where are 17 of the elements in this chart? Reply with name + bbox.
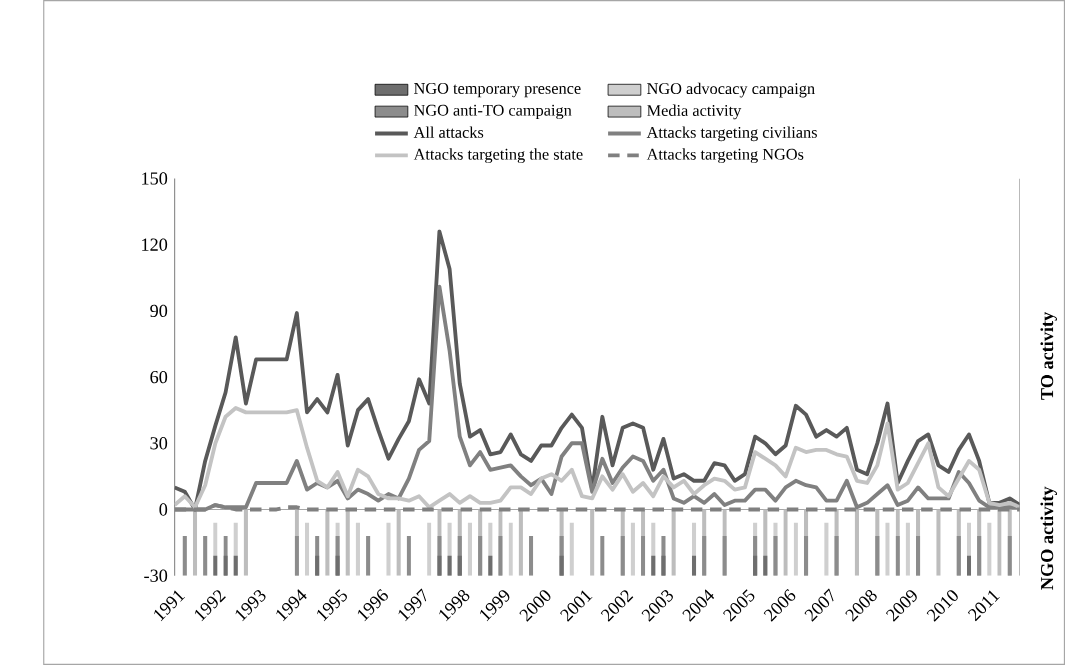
legend-label: Attacks targeting the state [413,148,583,164]
legend-label: NGO anti-TO campaign [414,104,572,120]
legend-label: Attacks targeting NGOs [646,148,804,164]
legend-label: All attacks [413,126,484,138]
legend-label: Attacks targeting civilians [646,126,817,142]
text: NGO activity [1040,486,1057,590]
y-tick-label: 90 [150,304,168,318]
y-tick-label: 0 [159,503,168,516]
text: TO activity [1040,312,1057,400]
legend-label: NGO advocacy campaign [647,82,815,98]
y-tick-label: -30 [144,569,168,582]
y-tick-label: 120 [142,238,168,251]
y-tick-label: 150 [142,172,168,185]
legend-label: NGO temporary presence [414,82,581,98]
y-tick-label: 30 [150,437,168,450]
y-tick-label: 60 [150,370,168,384]
legend-label: Media activity [647,104,742,120]
